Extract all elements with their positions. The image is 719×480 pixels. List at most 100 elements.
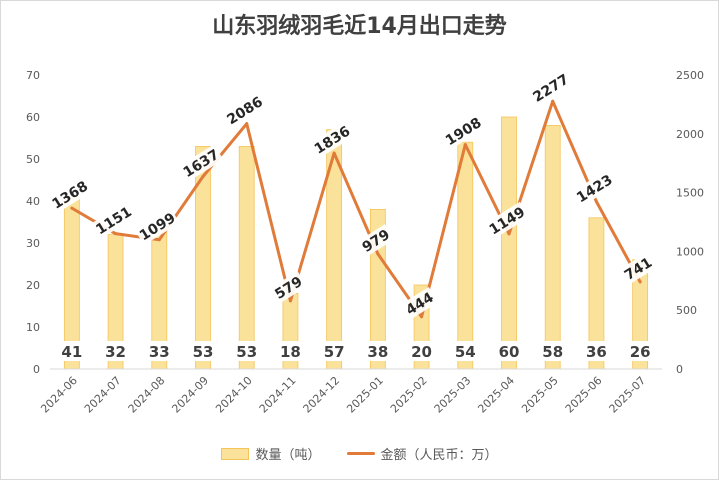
left-axis-tick-label: 70 xyxy=(26,69,40,82)
line-label-bg xyxy=(619,252,657,285)
bar-label-bg xyxy=(408,341,435,361)
chart-title: 山东羽绒羽毛近14月出口走势 xyxy=(212,14,507,39)
legend-bar-swatch xyxy=(221,447,250,460)
left-axis: 0 10 20 30 40 50 60 70 xyxy=(26,69,40,376)
bar-value-label: 38 xyxy=(367,343,388,361)
line-point xyxy=(114,232,118,236)
x-axis-tick-label: 2024-09 xyxy=(169,374,211,416)
bar-value-label: 32 xyxy=(105,343,126,361)
line-label-bg xyxy=(440,112,486,150)
line-label-bg xyxy=(134,207,180,246)
bar-label-bg xyxy=(58,341,85,361)
line-point xyxy=(288,299,292,303)
legend-item-quantity[interactable]: 数量（吨） xyxy=(221,444,321,463)
bar-label-bg xyxy=(452,341,479,361)
line-label-bg xyxy=(400,287,439,320)
x-axis-tick-label: 2025-01 xyxy=(344,374,386,416)
right-axis-tick-label: 500 xyxy=(676,304,697,317)
line-point xyxy=(245,122,249,126)
bar-series xyxy=(63,116,649,370)
bar xyxy=(544,125,561,370)
line-point xyxy=(420,315,424,319)
bar-label-bg xyxy=(233,341,260,361)
x-axis-tick-label: 2024-08 xyxy=(126,374,168,416)
bar xyxy=(195,145,211,370)
bar-value-label: 20 xyxy=(411,343,432,361)
line-point xyxy=(594,200,598,204)
line-label-bg xyxy=(222,91,268,130)
x-axis-tick-label: 2024-07 xyxy=(82,374,124,416)
line-label-bg xyxy=(269,271,308,304)
legend: 数量（吨） 金额（人民币：万） xyxy=(0,444,719,463)
right-axis-tick-label: 0 xyxy=(676,363,683,376)
x-axis-tick-label: 2024-12 xyxy=(301,374,343,416)
line-point xyxy=(551,99,555,103)
bar xyxy=(501,116,517,370)
bar xyxy=(457,141,474,370)
x-axis-tick-label: 2025-03 xyxy=(432,374,474,416)
line-label-group: 1423 xyxy=(571,169,617,208)
line-point xyxy=(201,174,205,178)
legend-label-quantity: 数量（吨） xyxy=(255,448,321,463)
bar-value-label: 58 xyxy=(542,343,563,361)
line-label-group: 2277 xyxy=(528,69,574,107)
line-label-bg xyxy=(47,175,93,214)
left-axis-tick-label: 60 xyxy=(26,111,40,124)
bar-value-label: 33 xyxy=(149,343,170,361)
left-axis-tick-label: 30 xyxy=(26,237,40,250)
chart-svg: 0 10 20 30 40 50 60 70 0 500 1000 1500 2000 2500 41 3… xyxy=(26,69,704,416)
bar-value-label: 53 xyxy=(236,343,257,361)
left-axis-tick-label: 20 xyxy=(26,279,40,292)
x-axis-tick-label: 2024-11 xyxy=(257,374,299,416)
bar-label-bg xyxy=(190,341,216,361)
bar-label-bg xyxy=(583,341,610,361)
line-point xyxy=(463,143,467,147)
line-label-bg xyxy=(178,144,224,182)
bar-value-label: 18 xyxy=(280,343,301,361)
x-axis-tick-label: 2025-05 xyxy=(519,374,561,416)
x-axis-tick-label: 2024-06 xyxy=(38,374,80,416)
line-label-group: 2086 xyxy=(222,91,268,130)
bar-value-label: 41 xyxy=(61,343,82,361)
line-value-label: 2277 xyxy=(530,72,572,106)
bar-label-bg xyxy=(627,341,654,361)
right-axis-tick-label: 2500 xyxy=(676,69,704,82)
line-label-bg xyxy=(309,120,355,159)
x-axis-tick-label: 2025-04 xyxy=(475,374,517,416)
bar-label-bg xyxy=(102,341,129,361)
line-value-label: 2086 xyxy=(224,94,266,128)
line-point xyxy=(332,151,336,155)
right-axis: 0 500 1000 1500 2000 2500 xyxy=(676,69,704,376)
bar-label-bg xyxy=(146,341,173,361)
line-point xyxy=(638,280,642,284)
line-label-bg xyxy=(90,201,137,240)
bar-label-bg xyxy=(321,341,348,361)
bar-label-bg xyxy=(364,341,391,361)
line-label-bg xyxy=(484,201,530,240)
left-axis-tick-label: 10 xyxy=(26,321,40,334)
bar-value-label: 60 xyxy=(499,343,520,361)
left-axis-tick-label: 0 xyxy=(33,363,40,376)
bar xyxy=(238,145,255,370)
x-axis-tick-label: 2025-07 xyxy=(607,374,649,416)
line-point xyxy=(376,252,380,256)
bar-label-bg xyxy=(277,341,304,361)
line-point xyxy=(507,232,511,236)
line-label-bg xyxy=(571,169,617,208)
bar-data-labels: 41 32 33 53 53 18 57 38 20 54 60 58 36 26 xyxy=(58,341,654,361)
line-point xyxy=(157,238,161,242)
right-axis-tick-label: 2000 xyxy=(676,128,704,141)
bar-value-label: 54 xyxy=(455,343,476,361)
right-axis-tick-label: 1000 xyxy=(676,245,704,258)
legend-item-amount[interactable]: 金额（人民币：万） xyxy=(346,444,498,463)
line-label-bg xyxy=(528,69,574,107)
bar-value-label: 57 xyxy=(324,343,345,361)
bar-value-label: 53 xyxy=(193,343,214,361)
line-point xyxy=(70,206,74,210)
legend-line-swatch xyxy=(346,452,375,455)
bar-label-bg xyxy=(496,341,522,361)
left-axis-tick-label: 50 xyxy=(26,153,40,166)
right-axis-tick-label: 1500 xyxy=(676,187,704,200)
bar-value-label: 26 xyxy=(630,343,651,361)
legend-label-amount: 金额（人民币：万） xyxy=(380,448,498,463)
